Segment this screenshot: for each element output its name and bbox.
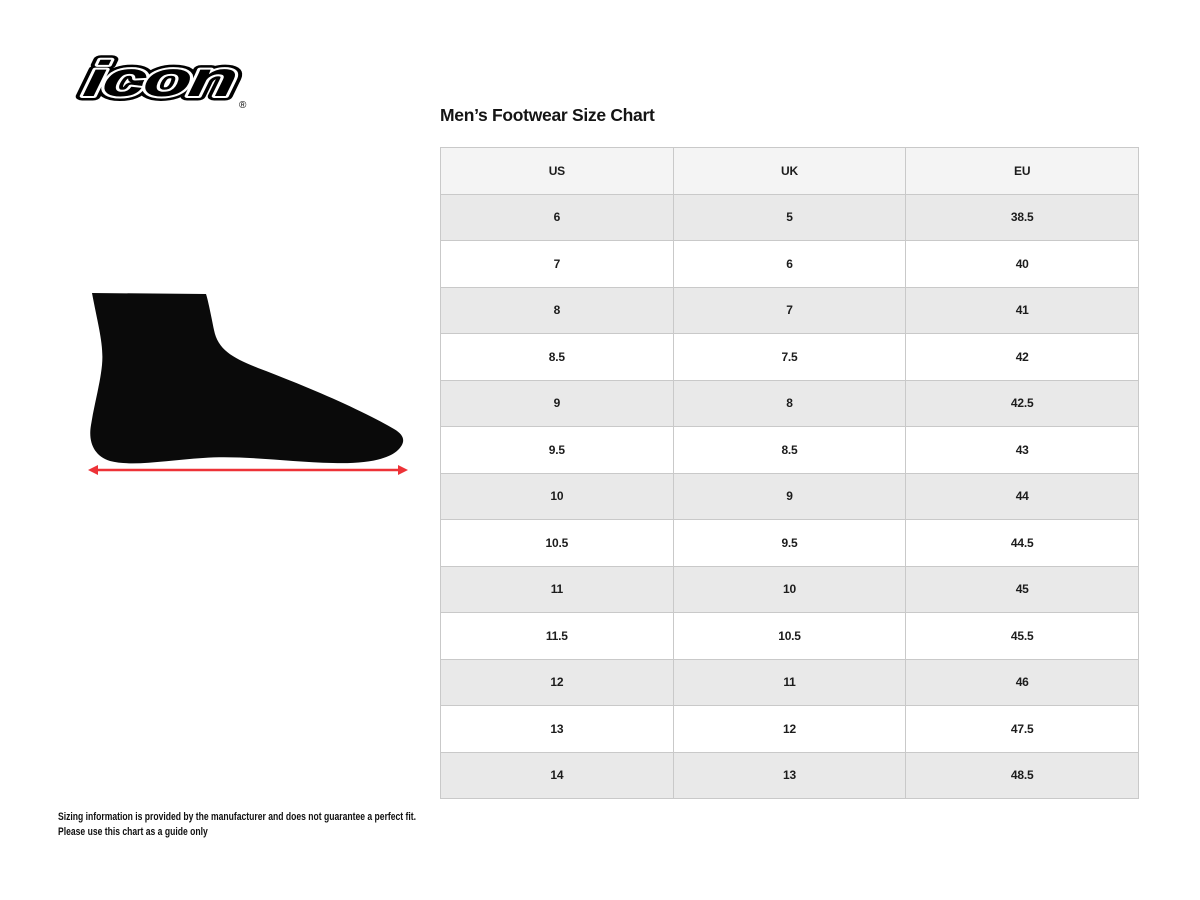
page-title: Men’s Footwear Size Chart <box>440 105 655 125</box>
table-cell: 45 <box>905 566 1138 612</box>
table-row: 11.5 10.5 45.5 <box>441 612 1138 659</box>
table-cell: 8.5 <box>672 427 906 473</box>
logo-wordmark: icon icon icon <box>75 46 244 112</box>
table-cell: UK <box>672 148 906 194</box>
table-cell: 11 <box>672 659 906 705</box>
table-row: 9 8 42.5 <box>441 379 1138 426</box>
table-cell: 7.5 <box>672 334 906 380</box>
table-row: 8 7 41 <box>441 286 1138 333</box>
table-cell: 38.5 <box>905 194 1138 240</box>
brand-logo: icon icon icon ® <box>56 46 256 117</box>
table-cell: 11 <box>550 582 563 597</box>
table-cell: US <box>548 163 565 178</box>
table-cell: 11.5 <box>545 628 568 643</box>
logo-text-outer-stroke: icon <box>80 50 240 107</box>
table-row: 8.5 7.5 42 <box>441 333 1138 380</box>
table-cell: 12 <box>672 706 906 752</box>
footnote-line-2: Please use this chart as a guide only <box>58 826 208 838</box>
arrow-head-left <box>88 465 98 475</box>
table-row: 6 5 38.5 <box>441 193 1138 240</box>
table-cell: 14 <box>550 768 564 783</box>
table-cell: 44 <box>905 473 1138 519</box>
table-row: 7 6 40 <box>441 240 1138 287</box>
table-row: 9.5 8.5 43 <box>441 426 1138 473</box>
table-cell: 10.5 <box>672 613 906 659</box>
table-cell: 8 <box>553 303 561 318</box>
table-cell: 40 <box>905 241 1138 287</box>
table-cell: 7 <box>672 287 906 333</box>
table-cell: 12 <box>550 675 564 690</box>
registered-mark: ® <box>239 100 247 111</box>
table-cell: 44.5 <box>905 520 1138 566</box>
table-cell: 13 <box>672 752 906 798</box>
table-cell: 9.5 <box>672 520 906 566</box>
table-cell: 9 <box>553 396 561 411</box>
table-cell: 5 <box>672 194 906 240</box>
table-cell: 8 <box>672 380 906 426</box>
table-cell: 41 <box>905 287 1138 333</box>
table-row: 11 10 45 <box>441 565 1138 612</box>
logo-text-inner-stroke: icon <box>80 50 240 107</box>
table-cell: EU <box>905 148 1138 194</box>
table-row: 12 11 46 <box>441 658 1138 705</box>
table-cell: 6 <box>553 210 561 225</box>
table-cell: 45.5 <box>905 613 1138 659</box>
arrow-head-right <box>398 465 408 475</box>
table-row: 10 9 44 <box>441 472 1138 519</box>
table-cell: 6 <box>672 241 906 287</box>
table-cell: 46 <box>905 659 1138 705</box>
table-header-row: US UK EU <box>441 148 1138 194</box>
table-cell: 10 <box>550 489 564 504</box>
logo-text: icon <box>80 50 240 107</box>
table-cell: 10 <box>672 566 906 612</box>
table-cell: 47.5 <box>905 706 1138 752</box>
length-arrow-icon <box>88 465 408 475</box>
table-cell: 10.5 <box>545 535 569 550</box>
table-cell: 7 <box>553 256 561 271</box>
footnote-line-1: Sizing information is provided by the ma… <box>58 811 417 823</box>
table-cell: 48.5 <box>905 752 1138 798</box>
table-cell: 42.5 <box>905 380 1138 426</box>
foot-measurement-diagram <box>88 293 408 475</box>
table-row: 10.5 9.5 44.5 <box>441 519 1138 566</box>
sizing-footnote: Sizing information is provided by the ma… <box>58 810 416 840</box>
table-row: 14 13 48.5 <box>441 751 1138 798</box>
table-cell: 13 <box>550 721 564 736</box>
icon-logo-graphic: icon icon icon ® <box>75 46 247 112</box>
table-cell: 9.5 <box>548 442 565 457</box>
table-row: 13 12 47.5 <box>441 705 1138 752</box>
table-cell: 9 <box>672 473 906 519</box>
table-cell: 8.5 <box>548 349 565 364</box>
foot-silhouette-icon <box>90 293 404 464</box>
size-table: US UK EU 6 5 38.5 7 6 40 8 7 41 8.5 7.5 42 9 8 42.5 9.5 8.5… <box>440 147 1139 799</box>
table-cell: 42 <box>905 334 1138 380</box>
table-cell: 43 <box>905 427 1138 473</box>
